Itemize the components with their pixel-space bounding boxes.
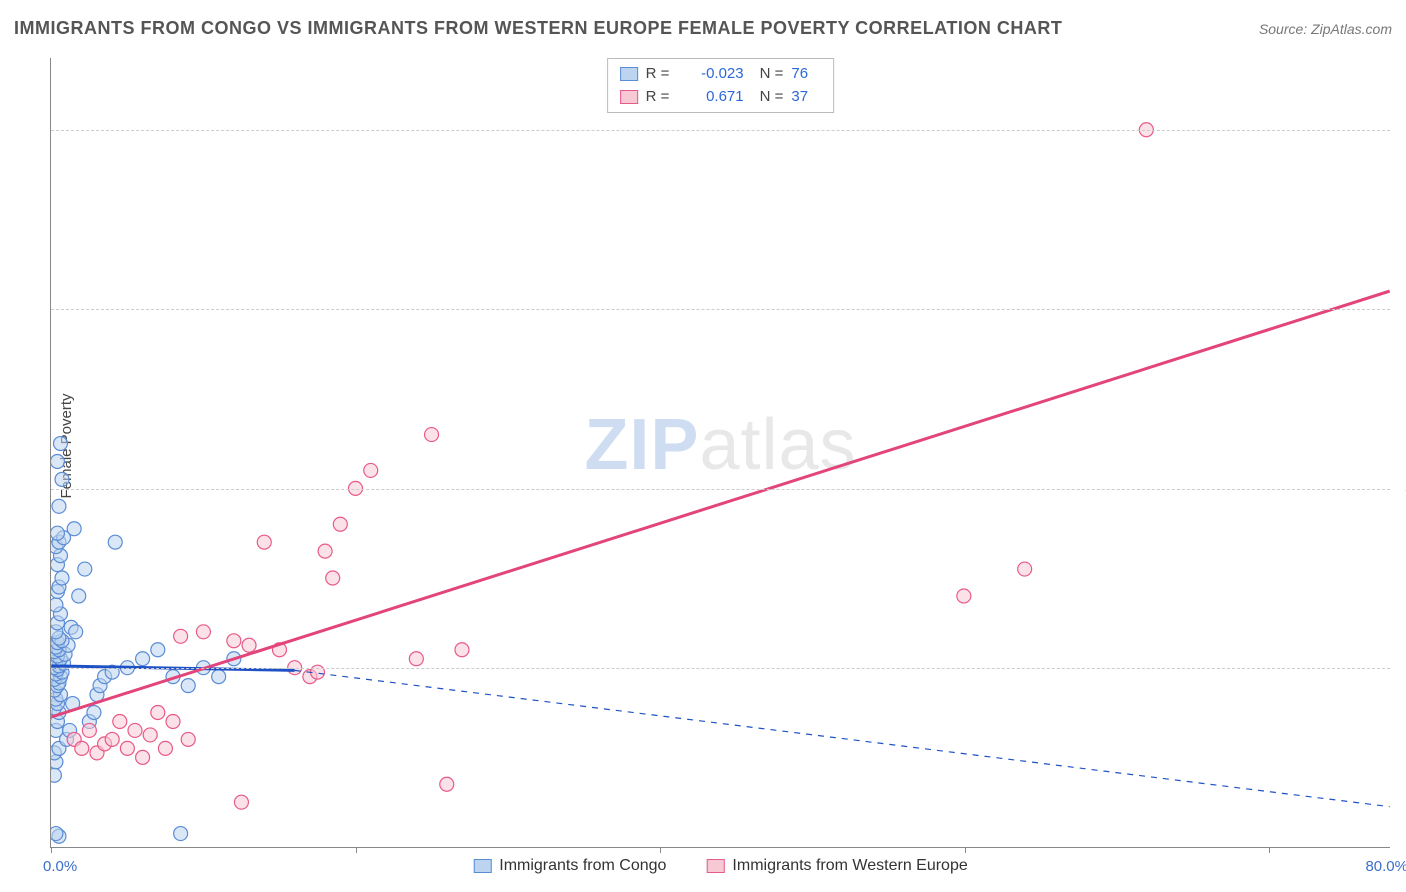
chart-plot-area: ZIPatlas R = -0.023 N = 76 R = 0.671 N =…	[50, 58, 1390, 848]
scatter-point-congo	[136, 652, 150, 666]
scatter-point-congo	[51, 526, 64, 540]
scatter-point-western_europe	[128, 723, 142, 737]
scatter-point-congo	[78, 562, 92, 576]
source-attribution: Source: ZipAtlas.com	[1259, 21, 1392, 37]
scatter-point-congo	[67, 522, 81, 536]
gridline	[51, 130, 1390, 131]
scatter-point-western_europe	[82, 723, 96, 737]
legend-item-we: Immigrants from Western Europe	[706, 857, 967, 875]
scatter-point-congo	[51, 598, 63, 612]
scatter-point-congo	[51, 768, 61, 782]
scatter-point-western_europe	[257, 535, 271, 549]
n-value-we: 37	[791, 86, 821, 109]
scatter-point-congo	[69, 625, 83, 639]
scatter-point-western_europe	[174, 629, 188, 643]
n-label: N =	[760, 86, 784, 109]
scatter-point-western_europe	[326, 571, 340, 585]
scatter-point-western_europe	[105, 732, 119, 746]
scatter-point-western_europe	[440, 777, 454, 791]
scatter-point-congo	[55, 571, 69, 585]
scatter-point-congo	[53, 437, 67, 451]
scatter-point-western_europe	[234, 795, 248, 809]
legend-swatch-we	[620, 90, 638, 104]
r-value-congo: -0.023	[684, 63, 744, 86]
x-tick	[356, 847, 357, 853]
scatter-point-western_europe	[957, 589, 971, 603]
x-axis-end-label: 80.0%	[1365, 858, 1406, 875]
scatter-point-western_europe	[151, 706, 165, 720]
scatter-point-western_europe	[158, 741, 172, 755]
scatter-point-congo	[174, 827, 188, 841]
scatter-point-western_europe	[364, 463, 378, 477]
legend-stats-box: R = -0.023 N = 76 R = 0.671 N = 37	[607, 58, 835, 113]
scatter-point-western_europe	[318, 544, 332, 558]
scatter-point-congo	[51, 454, 64, 468]
x-tick	[1269, 847, 1270, 853]
scatter-point-western_europe	[409, 652, 423, 666]
scatter-point-western_europe	[1018, 562, 1032, 576]
scatter-svg	[51, 58, 1390, 847]
scatter-point-congo	[181, 679, 195, 693]
scatter-point-western_europe	[333, 517, 347, 531]
legend-swatch-we	[706, 859, 724, 873]
regression-line	[51, 291, 1389, 717]
scatter-point-congo	[52, 499, 66, 513]
gridline	[51, 489, 1390, 490]
x-axis-origin-label: 0.0%	[43, 858, 77, 875]
r-value-we: 0.671	[684, 86, 744, 109]
legend-stats-row-we: R = 0.671 N = 37	[620, 86, 822, 109]
regression-line	[295, 670, 1390, 806]
r-label: R =	[646, 86, 676, 109]
scatter-point-congo	[55, 472, 69, 486]
scatter-point-western_europe	[227, 634, 241, 648]
r-label: R =	[646, 63, 676, 86]
scatter-point-western_europe	[166, 714, 180, 728]
chart-header: IMMIGRANTS FROM CONGO VS IMMIGRANTS FROM…	[14, 18, 1392, 39]
scatter-point-western_europe	[75, 741, 89, 755]
scatter-point-western_europe	[310, 665, 324, 679]
scatter-point-congo	[87, 706, 101, 720]
gridline	[51, 309, 1390, 310]
scatter-point-western_europe	[136, 750, 150, 764]
legend-series: Immigrants from Congo Immigrants from We…	[473, 857, 968, 875]
scatter-point-western_europe	[455, 643, 469, 657]
scatter-point-western_europe	[181, 732, 195, 746]
scatter-point-western_europe	[120, 741, 134, 755]
x-tick	[660, 847, 661, 853]
scatter-point-western_europe	[242, 638, 256, 652]
gridline	[51, 668, 1390, 669]
chart-title: IMMIGRANTS FROM CONGO VS IMMIGRANTS FROM…	[14, 18, 1062, 39]
scatter-point-western_europe	[196, 625, 210, 639]
x-tick	[965, 847, 966, 853]
legend-stats-row-congo: R = -0.023 N = 76	[620, 63, 822, 86]
legend-swatch-congo	[620, 67, 638, 81]
n-label: N =	[760, 63, 784, 86]
source-name: ZipAtlas.com	[1311, 21, 1392, 37]
legend-label-we: Immigrants from Western Europe	[732, 857, 967, 875]
scatter-point-western_europe	[425, 428, 439, 442]
scatter-point-congo	[108, 535, 122, 549]
legend-item-congo: Immigrants from Congo	[473, 857, 666, 875]
x-tick	[51, 847, 52, 853]
scatter-point-congo	[51, 827, 63, 841]
n-value-congo: 76	[791, 63, 821, 86]
source-prefix: Source:	[1259, 21, 1311, 37]
scatter-point-western_europe	[143, 728, 157, 742]
scatter-point-congo	[72, 589, 86, 603]
scatter-point-western_europe	[113, 714, 127, 728]
scatter-point-congo	[212, 670, 226, 684]
legend-label-congo: Immigrants from Congo	[499, 857, 666, 875]
scatter-point-congo	[151, 643, 165, 657]
legend-swatch-congo	[473, 859, 491, 873]
